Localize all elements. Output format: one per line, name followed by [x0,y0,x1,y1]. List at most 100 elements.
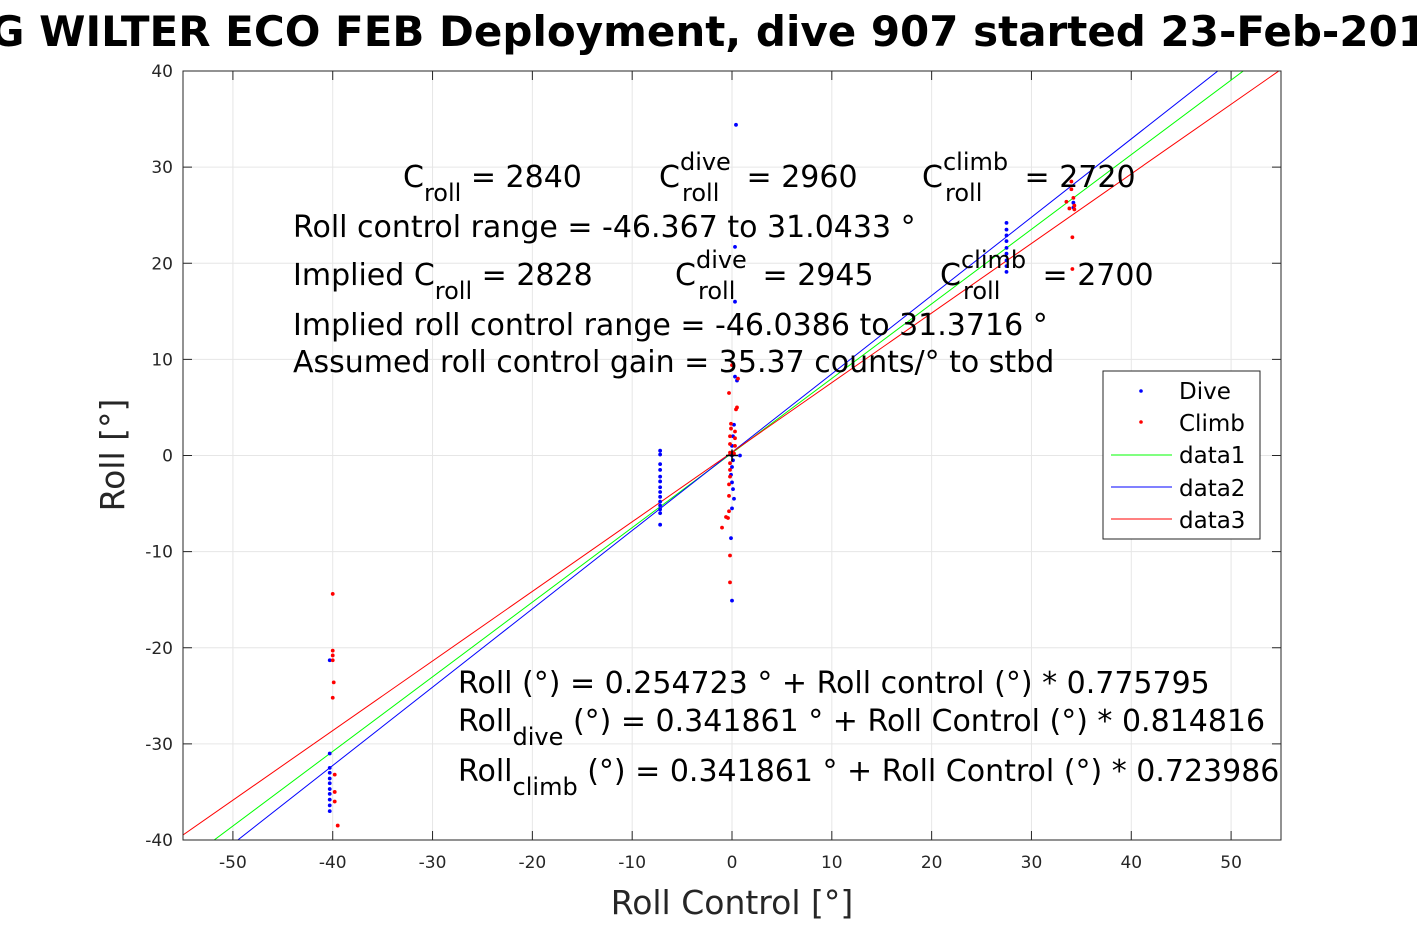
climb-point [1070,267,1075,271]
axis-ticks: -50 -40 -30 -20 -10 0 10 20 30 40 50 -40 -30 -20 -10 0 1… [145,62,1281,873]
y-tick-label: 0 [162,447,173,467]
climb-point [332,772,337,777]
x-tick-label: -50 [219,853,247,873]
dive-point [327,770,332,775]
dive-point [733,374,737,379]
dive-point [732,422,736,427]
dive-point [738,453,742,458]
climb-point [733,429,737,434]
implied-range-text: Implied roll control range = -46.0386 to… [293,308,1048,343]
legend-dive-marker [1139,389,1143,393]
climb-point [330,653,335,658]
x-tick-label: -40 [319,853,347,873]
dive-point [327,803,332,808]
y-tick-label: 20 [151,254,173,274]
climb-point [736,376,740,381]
x-tick-label: 20 [921,853,943,873]
implied-c-roll-annotation: Implied Croll = 2828 [293,258,593,305]
dive-point [327,776,332,781]
dive-point [658,452,663,457]
climb-point [331,680,336,685]
x-axis-label: Roll Control [°] [611,883,854,922]
data-points [327,122,1077,828]
climb-point [735,405,739,410]
dive-point [327,766,332,770]
climb-point [1072,203,1077,208]
dive-point [658,507,663,512]
climb-point [730,363,734,368]
climb-point [1070,235,1075,240]
legend-climb-marker [1139,420,1143,424]
dive-point [1004,245,1009,250]
climb-point [729,421,733,426]
dive-point [733,245,737,249]
climb-point [726,516,730,520]
origin-marker [726,449,738,462]
c-roll-dive-annotation: Cdive roll = 2960 [659,148,858,207]
climb-point [728,434,732,439]
x-tick-label: -30 [419,853,447,873]
fit-equation: Roll (°) = 0.254723 ° + Roll control (°)… [458,666,1210,701]
dive-point [1004,227,1009,232]
climb-point [728,553,732,558]
fit-climb-equation: Rollclimb (°) = 0.341861 ° + Roll Contro… [458,754,1279,801]
dive-point [730,480,734,485]
dive-point [327,797,332,802]
dive-point [658,462,663,467]
climb-point [330,658,335,663]
dive-point [658,485,663,490]
chart-title: SG WILTER ECO FEB Deployment, dive 907 s… [0,7,1417,56]
dive-point [658,503,663,508]
dive-point [327,658,332,663]
climb-point [330,695,335,700]
y-axis-label: Roll [°] [93,399,132,512]
climb-point [332,799,337,804]
dive-point [730,506,734,511]
dive-point [658,511,663,516]
dive-point [327,809,332,814]
climb-point [1064,199,1069,204]
climb-point [728,474,732,479]
x-tick-label: 0 [727,853,738,873]
dive-point [327,791,332,796]
dive-point [734,122,738,127]
legend-data1-label: data1 [1179,443,1245,469]
dive-point [1071,200,1076,205]
dive-point [658,479,663,484]
x-tick-label: 10 [821,853,843,873]
dive-point [1004,258,1009,263]
dive-point [658,499,663,504]
legend-climb-label: Climb [1179,411,1245,437]
climb-point [729,426,733,431]
climb-point [728,450,732,455]
dive-point [730,465,734,469]
x-tick-label: 30 [1021,853,1043,873]
legend-dive-label: Dive [1179,379,1231,405]
x-tick-label: 40 [1120,853,1142,873]
c-roll-climb-annotation: Cclimb roll = 2720 [922,148,1136,207]
legend: Dive Climb data1 data2 data3 [1102,370,1261,540]
climb-point [1069,187,1074,192]
dive-point [1004,264,1009,269]
dive-point [1004,220,1009,225]
dive-point [732,496,736,501]
climb-point [1069,179,1074,184]
climb-point [727,509,731,514]
dive-point [731,487,735,492]
legend-data2-label: data2 [1179,476,1245,502]
climb-point [335,823,340,828]
climb-point [728,442,732,446]
y-tick-label: 10 [151,350,173,370]
climb-point [1072,207,1077,212]
implied-c-dive-annotation: Cdive roll = 2945 [675,246,874,305]
dive-point [658,448,663,453]
climb-point [720,525,724,530]
climb-point [330,592,335,596]
x-tick-label: -20 [518,853,546,873]
dive-point [327,751,332,756]
implied-c-climb-annotation: Cclimb roll = 2700 [940,246,1154,305]
c-roll-annotation: Croll = 2840 [403,160,582,207]
climb-point [733,436,737,441]
dive-point [729,536,733,541]
